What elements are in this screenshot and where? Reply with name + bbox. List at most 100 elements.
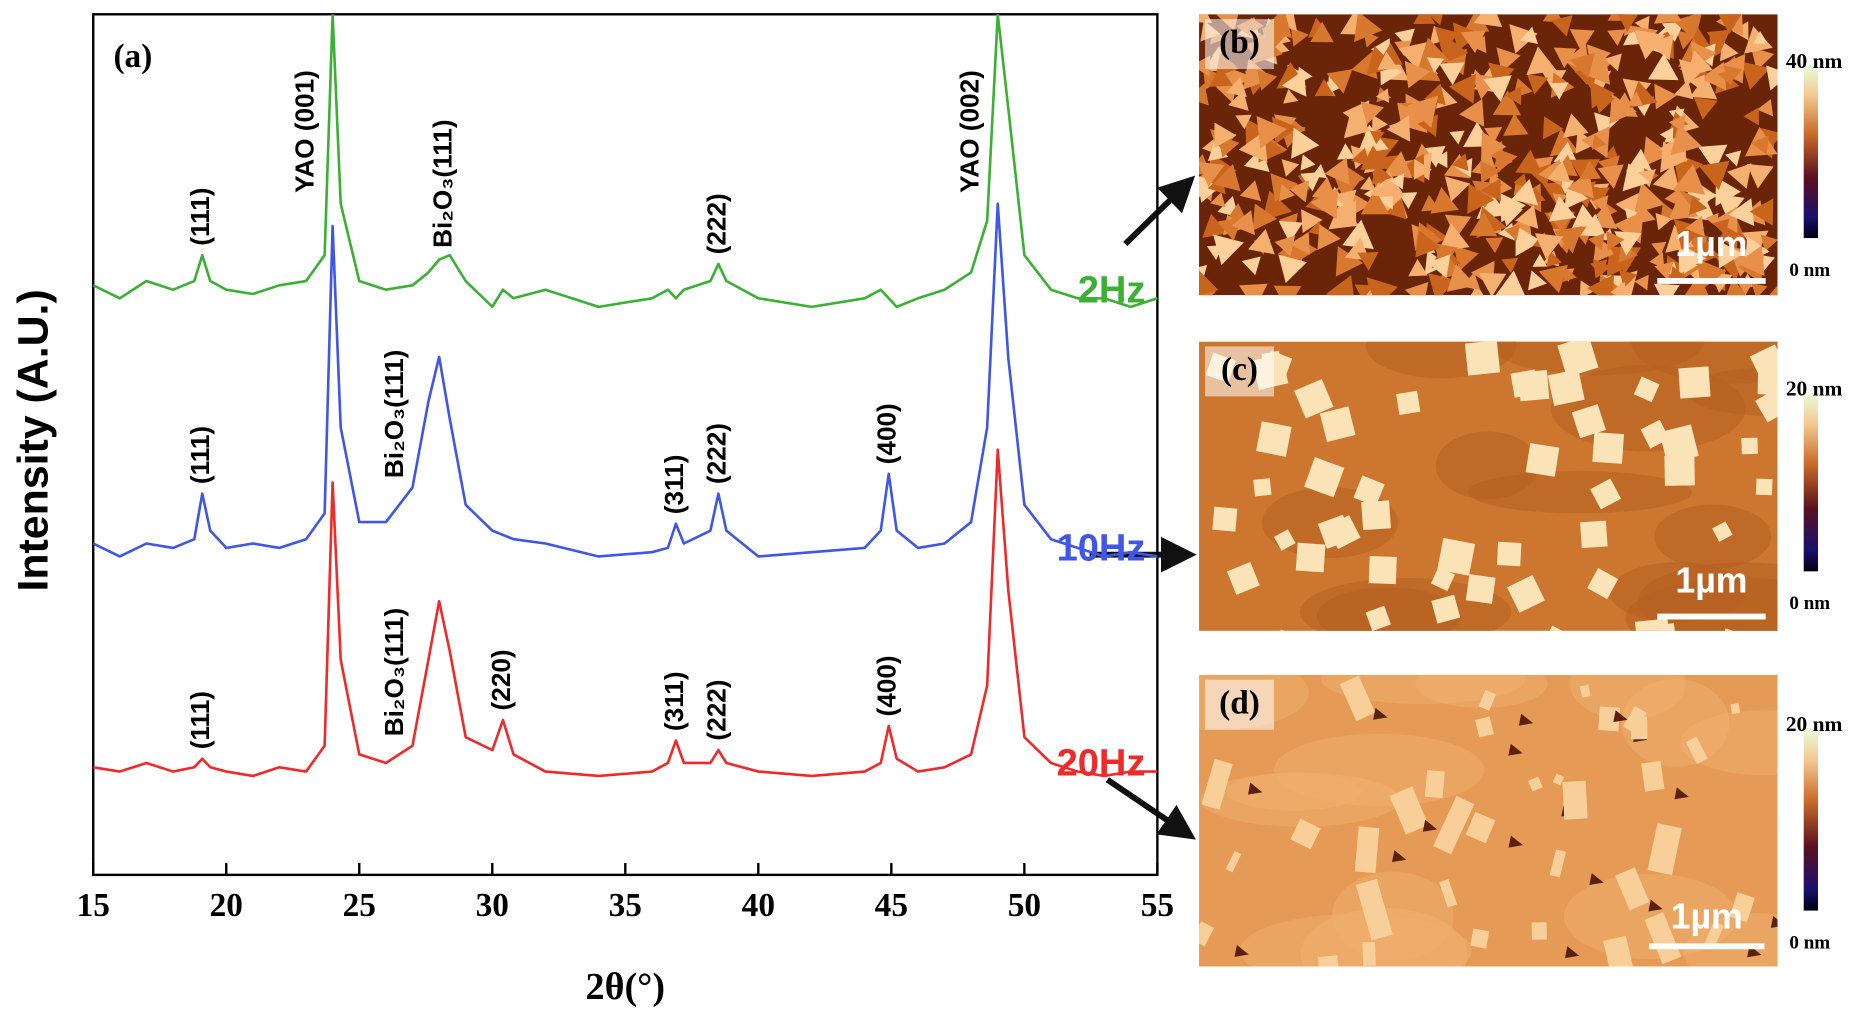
grain xyxy=(1274,235,1296,257)
grain xyxy=(1377,51,1398,70)
island xyxy=(1633,376,1660,403)
grain xyxy=(1603,145,1619,160)
grain xyxy=(1408,259,1428,277)
grain xyxy=(1421,194,1440,212)
island xyxy=(1678,366,1711,399)
island xyxy=(1226,562,1260,595)
grain xyxy=(1751,282,1768,296)
grain xyxy=(1569,52,1595,78)
grain xyxy=(1700,62,1727,91)
grain xyxy=(1727,163,1752,189)
grain xyxy=(1648,53,1679,81)
grain xyxy=(1328,201,1360,230)
pit xyxy=(1589,873,1604,886)
grain xyxy=(1532,253,1548,267)
grain xyxy=(1625,148,1654,173)
island xyxy=(1295,542,1326,573)
grain xyxy=(1654,261,1674,281)
grain xyxy=(1549,128,1579,157)
terrace xyxy=(1654,504,1772,569)
grain xyxy=(1386,115,1411,142)
island xyxy=(1424,770,1445,799)
island xyxy=(1430,566,1455,592)
grain xyxy=(1345,166,1365,189)
terrace xyxy=(1415,674,1548,709)
grain xyxy=(1542,116,1564,140)
grain xyxy=(1715,176,1741,207)
peak-label: (400) xyxy=(872,403,902,464)
grain xyxy=(1262,190,1293,221)
grain xyxy=(1199,270,1219,296)
grain xyxy=(1718,240,1743,269)
grain xyxy=(1757,99,1774,117)
grain xyxy=(1622,163,1650,192)
grain xyxy=(1314,78,1335,97)
grain xyxy=(1326,69,1353,94)
island xyxy=(1755,478,1773,496)
island xyxy=(1615,867,1650,911)
island xyxy=(1465,811,1496,844)
grain xyxy=(1369,182,1386,197)
grain xyxy=(1336,143,1356,160)
afm-image: (d) 1µm xyxy=(1199,674,1778,967)
grain xyxy=(1371,163,1392,185)
grain xyxy=(1769,285,1778,296)
grain xyxy=(1723,65,1743,84)
colorbar xyxy=(1803,65,1818,239)
pit xyxy=(1422,819,1438,832)
grain xyxy=(1359,176,1376,191)
x-tick-label: 40 xyxy=(742,887,775,924)
grain xyxy=(1495,270,1525,296)
pit xyxy=(1613,710,1628,723)
island xyxy=(1549,849,1567,878)
island xyxy=(1741,437,1758,455)
grain xyxy=(1698,144,1728,172)
grain xyxy=(1728,198,1755,227)
terrace xyxy=(1621,678,1730,767)
panel-label: (a) xyxy=(113,38,152,75)
island xyxy=(1396,390,1421,415)
island xyxy=(1273,529,1296,551)
island xyxy=(1598,706,1621,732)
island xyxy=(1319,406,1356,443)
island xyxy=(1465,574,1496,604)
grain xyxy=(1354,284,1373,296)
grain xyxy=(1199,83,1209,106)
grain xyxy=(1750,135,1770,155)
grain xyxy=(1428,272,1457,296)
grain xyxy=(1444,176,1471,202)
panel-label: (c) xyxy=(1221,351,1258,388)
grain xyxy=(1398,192,1418,210)
grain xyxy=(1504,224,1520,241)
grain xyxy=(1485,237,1504,254)
terrace xyxy=(1686,367,1778,416)
grain xyxy=(1252,203,1278,231)
peak-label: Bi₂O₃(111) xyxy=(427,119,457,247)
grain xyxy=(1473,14,1503,28)
x-tick-label: 30 xyxy=(476,887,509,924)
island xyxy=(1531,922,1547,940)
grain xyxy=(1580,213,1607,238)
colorbar-min: 0 nm xyxy=(1789,932,1830,953)
grain xyxy=(1289,231,1310,255)
grain xyxy=(1562,267,1577,282)
grain xyxy=(1357,251,1379,271)
grain xyxy=(1684,274,1709,296)
grain xyxy=(1241,256,1261,276)
grain xyxy=(1661,21,1685,43)
grain xyxy=(1376,172,1405,198)
x-tick-label: 15 xyxy=(77,887,110,924)
pit xyxy=(1234,945,1249,957)
terrace xyxy=(1300,907,1468,967)
grain xyxy=(1515,225,1542,257)
grain xyxy=(1672,164,1706,195)
grain xyxy=(1743,107,1759,126)
grain xyxy=(1404,60,1431,89)
island xyxy=(1365,605,1391,631)
grain xyxy=(1262,14,1292,39)
grain xyxy=(1642,136,1671,167)
peak-label: (222) xyxy=(701,423,731,484)
grain xyxy=(1751,47,1775,71)
grain xyxy=(1493,148,1513,168)
series-line xyxy=(93,202,1158,558)
